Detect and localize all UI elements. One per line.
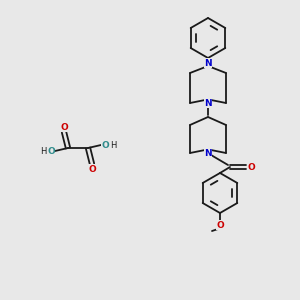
Text: O: O [216, 220, 224, 230]
Text: O: O [247, 163, 255, 172]
Text: O: O [47, 146, 55, 155]
Text: O: O [88, 164, 96, 173]
Text: O: O [60, 122, 68, 131]
Text: H: H [40, 146, 46, 155]
Text: H: H [110, 140, 116, 149]
Text: N: N [204, 98, 212, 107]
Text: N: N [204, 58, 212, 68]
Text: O: O [101, 140, 109, 149]
Text: N: N [204, 148, 212, 158]
